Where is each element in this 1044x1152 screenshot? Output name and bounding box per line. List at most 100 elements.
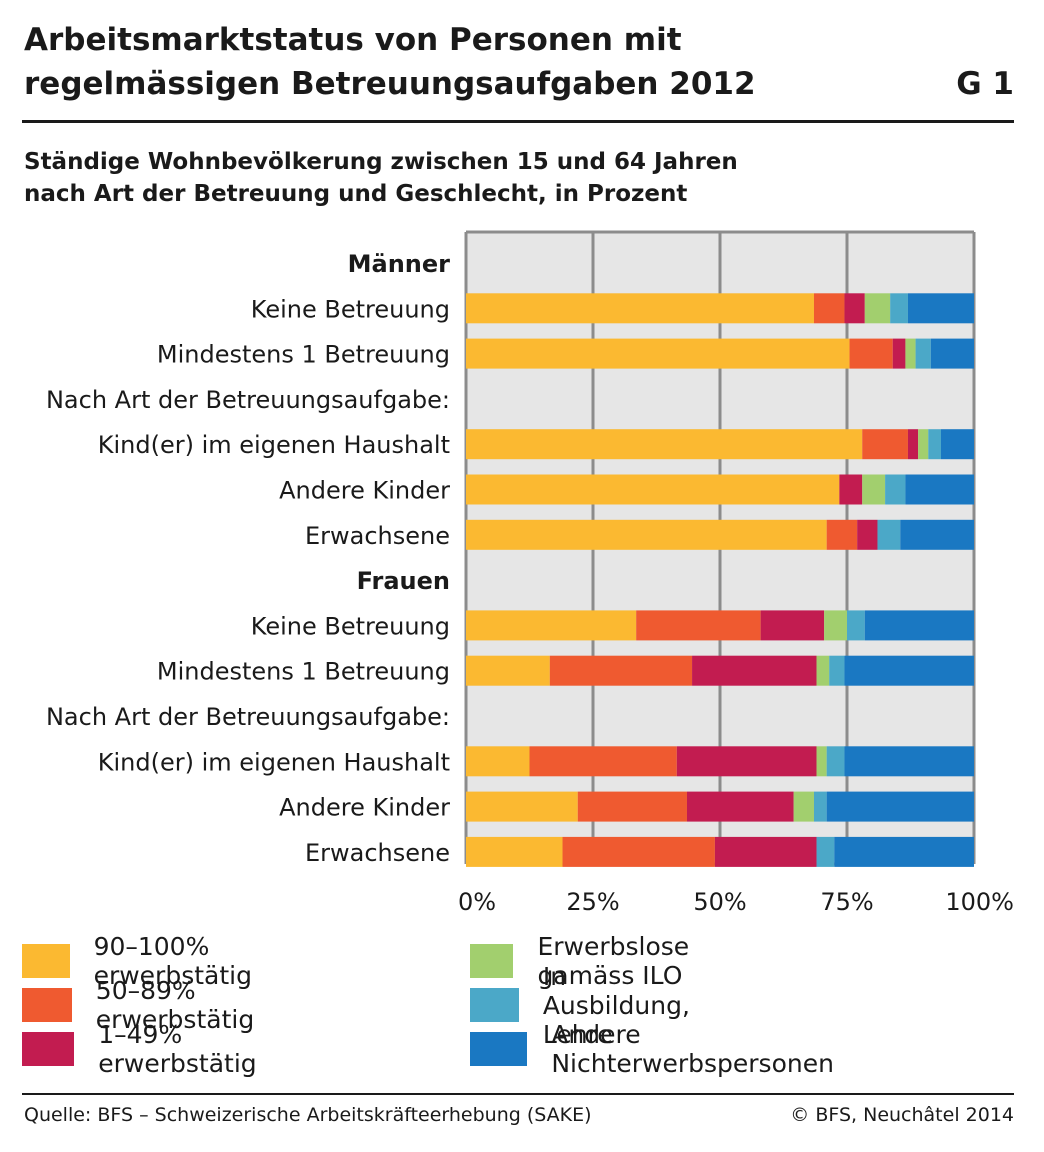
bar-segment	[529, 746, 677, 777]
bar-segment	[885, 474, 906, 505]
row-label: Erwachsene	[305, 522, 450, 550]
legend-label: Andere Nichterwerbspersonen	[551, 1020, 834, 1078]
bar-segment	[466, 746, 530, 777]
bar-segment	[826, 519, 858, 550]
chart-title: Arbeitsmarktstatus von Personen mit rege…	[24, 18, 904, 106]
header-divider	[22, 120, 1014, 123]
bar-segment	[466, 338, 850, 369]
bar-segment	[844, 655, 974, 686]
bar-segment	[839, 474, 863, 505]
legend-label: 50–89% erwerbstätig	[95, 976, 255, 1034]
x-tick-label: 25%	[566, 888, 619, 916]
bar-segment	[760, 610, 825, 641]
bar-segment	[928, 429, 941, 460]
legend-swatch	[470, 944, 514, 978]
footer-divider	[22, 1093, 1014, 1095]
bar-segment	[466, 474, 840, 505]
row-label: Kind(er) im eigenen Haushalt	[98, 748, 450, 776]
bar-segment	[918, 429, 929, 460]
bar-segment	[915, 338, 931, 369]
legend-swatch	[470, 988, 519, 1022]
row-label: Keine Betreuung	[251, 295, 450, 323]
bar-segment	[466, 655, 550, 686]
legend-swatch	[470, 1032, 528, 1066]
legend-item: Andere Nichterwerbspersonen	[470, 1020, 850, 1078]
group-label: Männer	[348, 250, 451, 278]
row-label: Erwachsene	[305, 839, 450, 867]
bar-segment	[829, 655, 845, 686]
bar-segment	[844, 293, 865, 324]
chart-title-text: Arbeitsmarktstatus von Personen mit rege…	[24, 22, 756, 102]
bar-segment	[890, 293, 908, 324]
bar-segment	[466, 791, 578, 822]
legend-label: In Ausbildung, Lehre	[542, 961, 690, 1049]
bar-segment	[864, 293, 891, 324]
bar-segment	[849, 338, 893, 369]
bar-segment	[636, 610, 761, 641]
bar-segment	[824, 610, 847, 641]
legend-swatch	[22, 1032, 75, 1066]
x-tick-label: 75%	[820, 888, 873, 916]
bar-segment	[816, 655, 830, 686]
legend-item: 1–49% erwerbstätig	[22, 1020, 277, 1078]
bar-segment	[577, 791, 687, 822]
bar-segment	[692, 655, 817, 686]
x-tick-label: 50%	[693, 888, 746, 916]
row-label: Kind(er) im eigenen Haushalt	[98, 431, 450, 459]
source-note: Quelle: BFS – Schweizerische Arbeitskräf…	[24, 1104, 592, 1126]
bar-segment	[892, 338, 906, 369]
bar-segment	[905, 338, 916, 369]
legend-label: 1–49% erwerbstätig	[98, 1020, 257, 1078]
figure-id: G 1	[956, 66, 1014, 102]
group-label: Frauen	[357, 567, 450, 595]
legend-swatch	[22, 988, 72, 1022]
bar-segment	[549, 655, 693, 686]
bar-segment	[686, 791, 794, 822]
copyright-note: © BFS, Neuchâtel 2014	[790, 1104, 1014, 1126]
legend-item: Erwerbslose gamäss ILO	[470, 932, 719, 990]
x-tick-label: 0%	[458, 888, 496, 916]
chart-subtitle: Ständige Wohnbevölkerung zwischen 15 und…	[24, 146, 924, 210]
bar-segment	[864, 610, 974, 641]
bar-segment	[466, 293, 814, 324]
bar-segment	[826, 746, 845, 777]
bar-segment	[816, 746, 827, 777]
bar-segment	[857, 519, 878, 550]
bar-segment	[940, 429, 974, 460]
row-label: Nach Art der Betreuungsaufgabe:	[46, 386, 450, 414]
x-tick-label: 100%	[945, 888, 1014, 916]
bar-segment	[826, 791, 974, 822]
legend-label: 90–100% erwerbstätig	[93, 932, 252, 990]
bar-segment	[834, 836, 974, 867]
row-label: Andere Kinder	[279, 794, 450, 822]
row-label: Keine Betreuung	[251, 612, 450, 640]
row-label: Mindestens 1 Betreuung	[157, 341, 450, 369]
bar-segment	[466, 429, 863, 460]
bar-segment	[676, 746, 817, 777]
bar-segment	[907, 293, 974, 324]
bar-segment	[900, 519, 974, 550]
bar-segment	[562, 836, 715, 867]
bar-segment	[930, 338, 974, 369]
bar-segment	[905, 474, 974, 505]
legend-item: 90–100% erwerbstätig	[22, 932, 277, 990]
legend-item: 50–89% erwerbstätig	[22, 976, 277, 1034]
bar-segment	[466, 836, 563, 867]
bar-segment	[862, 429, 908, 460]
bar-segment	[466, 519, 827, 550]
bar-segment	[793, 791, 814, 822]
row-label: Mindestens 1 Betreuung	[157, 658, 450, 686]
bar-segment	[816, 836, 835, 867]
stacked-bar-chart: Männer Keine Betreuung Mindestens 1 Betreu…	[46, 230, 1014, 916]
legend-label: Erwerbslose gamäss ILO	[537, 932, 690, 990]
subtitle-line-1: Ständige Wohnbevölkerung zwischen 15 und…	[24, 149, 738, 175]
bar-segment	[847, 610, 865, 641]
bar-segment	[813, 791, 827, 822]
row-label: Andere Kinder	[279, 477, 450, 505]
bar-segment	[877, 519, 901, 550]
bar-segment	[466, 610, 637, 641]
bar-segment	[844, 746, 974, 777]
bar-segment	[813, 293, 845, 324]
row-label: Nach Art der Betreuungsaufgabe:	[46, 703, 450, 731]
legend-item: In Ausbildung, Lehre	[470, 962, 714, 1049]
